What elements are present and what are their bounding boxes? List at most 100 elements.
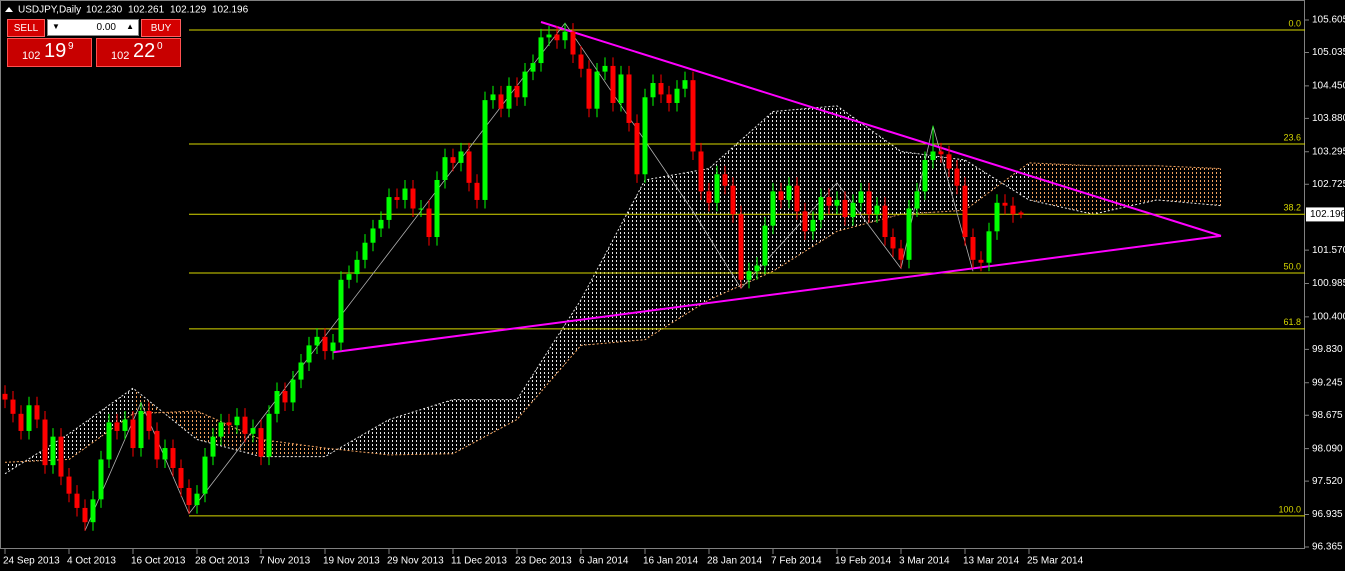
candle-body: [82, 507, 88, 523]
candle-body: [146, 410, 152, 431]
candle-body: [258, 428, 264, 457]
candle-body: [90, 499, 96, 523]
x-tick-label: 25 Mar 2014: [1027, 556, 1084, 567]
candle-body: [586, 68, 592, 109]
candle-body: [650, 83, 656, 98]
y-tick-label: 96.935: [1312, 509, 1343, 520]
candle-body: [970, 237, 976, 260]
candle-body: [442, 157, 448, 180]
candle-body: [194, 493, 200, 506]
x-tick-label: 4 Oct 2013: [67, 556, 116, 567]
candle-body: [106, 422, 112, 460]
candle-body: [242, 416, 248, 434]
candle-body: [274, 391, 280, 414]
price-point: 0: [157, 41, 163, 52]
buy-price[interactable]: 102 22 0: [96, 38, 181, 67]
cloud-segment: [1029, 162, 1093, 215]
candle-body: [506, 85, 512, 109]
candle-body: [658, 83, 664, 95]
cloud-segment: [645, 168, 709, 340]
chart-title: USDJPY,Daily: [18, 5, 81, 16]
candle-body: [250, 428, 256, 434]
plot-frame: [0, 0, 1305, 549]
fib-label: 61.8: [1283, 317, 1301, 327]
cloud-segment: [389, 399, 453, 455]
candle-body: [626, 74, 632, 123]
candle-body: [898, 248, 904, 260]
candle-body: [690, 80, 696, 152]
candle-body: [794, 185, 800, 212]
candle-body: [722, 174, 728, 186]
cloud-span-b: [4, 162, 1222, 463]
cloud-segment: [1157, 165, 1221, 206]
fib-label: 50.0: [1283, 261, 1301, 271]
candle-body: [538, 37, 544, 64]
candle-body: [858, 191, 864, 203]
candle-body: [234, 416, 240, 426]
buy-button[interactable]: BUY: [141, 19, 181, 37]
down-arrow[interactable]: ▼: [52, 22, 60, 31]
y-tick-label: 105.605: [1312, 15, 1345, 26]
candle-body: [338, 279, 344, 343]
candle-body: [946, 154, 952, 169]
trade-panel: SELL ▼ 0.00 ▲ BUY 102 19 9 102 22 0: [5, 19, 182, 68]
candle-body: [386, 197, 392, 220]
y-tick-label: 98.675: [1312, 410, 1343, 421]
candle-body: [594, 71, 600, 109]
volume-box[interactable]: ▼ 0.00 ▲: [47, 19, 139, 36]
candle-body: [162, 448, 168, 460]
candle-body: [570, 31, 576, 55]
up-arrow[interactable]: ▲: [126, 22, 134, 31]
x-tick-label: 23 Dec 2013: [515, 556, 572, 567]
y-tick-label: 103.295: [1312, 146, 1345, 157]
candle-body: [306, 345, 312, 363]
candle-body: [530, 63, 536, 72]
candle-body: [34, 405, 40, 420]
candle-body: [130, 419, 136, 449]
cloud-segment: [581, 179, 645, 346]
current-price: 102.196: [1310, 209, 1345, 220]
candle-body: [546, 34, 552, 38]
ohlc-value: 102.129: [170, 5, 207, 16]
candle-body: [482, 100, 488, 200]
candle-body: [1010, 205, 1016, 215]
candle-body: [58, 436, 64, 477]
cloud-segment: [965, 160, 1029, 211]
candle-body: [474, 182, 480, 200]
candle-body: [322, 336, 328, 352]
y-tick-label: 99.245: [1312, 377, 1343, 388]
candle-body: [370, 228, 376, 243]
candle-body: [890, 237, 896, 249]
x-tick-label: 28 Jan 2014: [707, 556, 762, 567]
cloud-segment: [773, 105, 837, 272]
candle-body: [706, 191, 712, 203]
candle-body: [802, 211, 808, 232]
candle-body: [226, 422, 232, 426]
x-tick-label: 19 Nov 2013: [323, 556, 380, 567]
candle-body: [434, 179, 440, 238]
candle-body: [98, 459, 104, 500]
candle-body: [730, 185, 736, 215]
candle-body: [50, 436, 56, 466]
cloud-segment: [453, 399, 517, 454]
candle-body: [26, 405, 32, 431]
candle-body: [154, 430, 160, 460]
y-tick-label: 96.365: [1312, 542, 1343, 553]
sell-button[interactable]: SELL: [7, 19, 45, 37]
candle-body: [834, 199, 840, 206]
candle-body: [122, 419, 128, 431]
candle-body: [466, 151, 472, 183]
candle-body: [714, 174, 720, 203]
sell-price[interactable]: 102 19 9: [7, 38, 92, 67]
zigzag: [84, 22, 974, 531]
volume: 0.00: [96, 22, 116, 33]
candle-body: [114, 422, 120, 431]
candle-body: [458, 151, 464, 163]
trendline: [332, 234, 1222, 354]
candle-body: [842, 199, 848, 218]
ohlc-value: 102.196: [212, 5, 249, 16]
title-arrow: [5, 7, 13, 12]
cloud-segment: [517, 299, 581, 420]
